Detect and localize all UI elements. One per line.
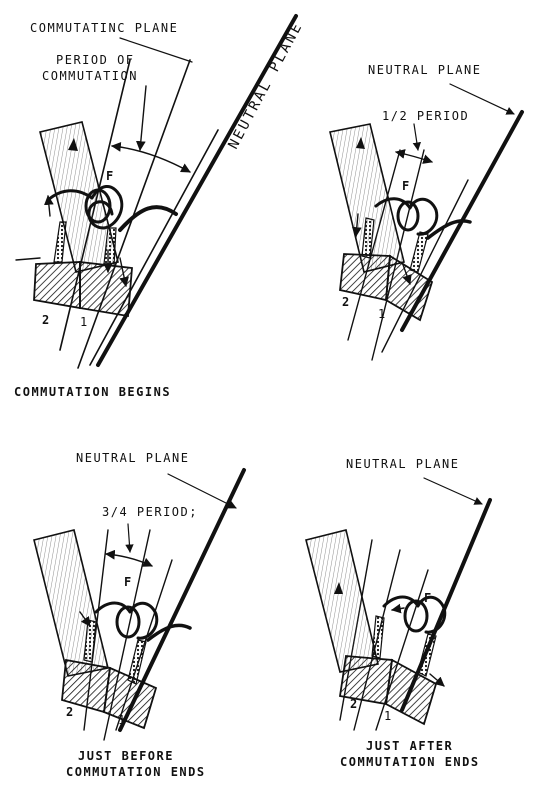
flux-arrow-icon: [44, 195, 54, 217]
flux-arrow-icon: [351, 213, 362, 237]
coil-conductor-left: [361, 217, 375, 259]
panel-just-after: NEUTRAL PLANE F 2 1 JUST AFTER COMMUTATI…: [305, 457, 492, 769]
pole-bar: [329, 123, 405, 273]
label-three-quarter-period: 3/4 PERIOD;: [102, 505, 198, 519]
period-arc: [105, 549, 153, 567]
coil-loop: [396, 200, 420, 232]
caption-just-before-line2: COMMUTATION ENDS: [66, 765, 206, 779]
coil-conductor-left: [371, 615, 385, 659]
pole-bar: [305, 529, 379, 673]
coil-loop: [115, 605, 141, 639]
period-arc: [111, 142, 191, 173]
coil-winding: [382, 595, 447, 634]
caption-commutation-begins: COMMUTATION BEGINS: [14, 385, 171, 399]
commutating-plane-leader: [119, 37, 193, 63]
label-f: F: [424, 591, 433, 605]
commutator-bar-2: [339, 253, 391, 302]
brush-edge-line: [89, 129, 219, 366]
flux-arrow-icon: [429, 673, 445, 687]
period-leader: [125, 523, 134, 553]
lead-out: [426, 219, 472, 240]
coil-conductor-right: [127, 639, 147, 685]
coil-winding: [374, 197, 439, 236]
neutral-plane-leader: [449, 83, 515, 115]
coil-conductor-right: [417, 633, 437, 677]
neutral-plane-leader: [167, 473, 237, 509]
caption-just-before-line1: JUST BEFORE: [78, 749, 174, 763]
commutator-bar-1: [103, 666, 158, 730]
commutator-bar-1: [385, 254, 434, 322]
flux-arrow-icon: [401, 261, 412, 285]
coil-loop: [403, 599, 429, 633]
caption-just-after-line1: JUST AFTER: [366, 739, 453, 753]
label-bar-1: 1: [80, 315, 89, 329]
commutator-bar-1: [385, 658, 438, 726]
flux-arrow-icon: [79, 611, 91, 627]
label-bar-1: 1: [384, 709, 393, 723]
commutator-bar-2: [338, 655, 394, 706]
label-f: F: [402, 179, 411, 193]
commutating-plane-line: [77, 59, 191, 369]
label-neutral-plane-rotated: NEUTRAL PLANE: [225, 19, 306, 152]
lead-out: [118, 205, 178, 232]
period-arc: [395, 149, 433, 164]
coil-conductor-left: [53, 221, 67, 263]
label-bar-1: 1: [378, 307, 387, 321]
label-bar-2: 2: [350, 697, 359, 711]
flux-arrow-icon: [119, 257, 129, 287]
period-leader: [412, 123, 422, 151]
pole-arrow-icon: [334, 582, 343, 594]
label-neutral-plane: NEUTRAL PLANE: [368, 63, 481, 77]
brush-edge-line: [381, 179, 469, 353]
coil-conductor-right: [409, 231, 429, 273]
commutator-bar-2: [33, 261, 81, 310]
label-bar-2: 2: [342, 295, 351, 309]
label-period-line1: PERIOD OF: [56, 53, 135, 67]
coil-winding: [94, 601, 159, 640]
pole-arrow-icon: [356, 137, 365, 149]
panel-half-period: NEUTRAL PLANE 1/2 PERIOD F 2 1: [329, 63, 524, 361]
period-leader: [135, 85, 147, 151]
label-half-period: 1/2 PERIOD: [382, 109, 469, 123]
label-f: F: [106, 169, 115, 183]
label-commutating-plane: COMMUTATINC PLANE: [30, 21, 178, 35]
label-neutral-plane: NEUTRAL PLANE: [346, 457, 459, 471]
flux-arrow-icon: [391, 603, 405, 614]
panel-just-before: NEUTRAL PLANE 3/4 PERIOD; F 2 1 JUST BEF…: [33, 451, 246, 779]
pole-arrow-icon: [68, 138, 78, 151]
label-period-line2: COMMUTATION: [42, 69, 138, 83]
neutral-plane-line: [96, 14, 298, 367]
label-bar-2: 2: [66, 705, 75, 719]
coil-conductor-left: [83, 619, 97, 663]
coil-loop: [84, 188, 112, 224]
lead-out: [146, 623, 192, 642]
neutral-plane-leader: [423, 477, 483, 505]
panel-commutation-begins: COMMUTATINC PLANE PERIOD OF COMMUTATION …: [14, 14, 306, 399]
pole-bar: [33, 529, 109, 677]
ground-line: [15, 257, 41, 261]
label-f: F: [124, 575, 133, 589]
label-neutral-plane: NEUTRAL PLANE: [76, 451, 189, 465]
label-bar-2: 2: [42, 313, 51, 327]
label-bar-1: 1: [118, 713, 127, 727]
commutator-bar-1: [79, 260, 133, 318]
caption-just-after-line2: COMMUTATION ENDS: [340, 755, 480, 769]
